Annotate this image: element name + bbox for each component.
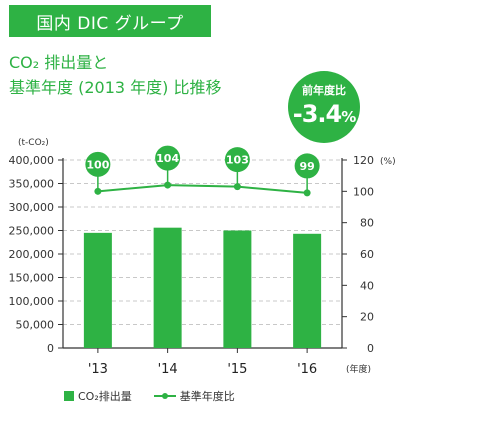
- x-axis-tick-label: '14: [158, 362, 178, 377]
- legend: CO₂排出量 基準年度比: [64, 388, 257, 404]
- left-axis-tick-label: 150,000: [9, 272, 55, 285]
- x-axis-tick-label: '16: [297, 362, 317, 377]
- yoy-badge: 前年度比 -3.4%: [288, 71, 360, 143]
- right-axis-tick-label: 20: [360, 311, 374, 324]
- header-bar: 国内 DIC グループ: [9, 5, 211, 37]
- badge-unit: %: [341, 108, 356, 126]
- left-axis-tick-label: 350,000: [9, 178, 55, 191]
- left-axis-tick-label: 200,000: [9, 248, 55, 261]
- ratio-data-label: 103: [226, 154, 249, 167]
- ratio-callout-bubble: [294, 153, 320, 179]
- left-axis-tick-label: 0: [47, 342, 54, 355]
- legend-item-line: 基準年度比: [153, 388, 235, 404]
- badge-label: 前年度比: [302, 84, 346, 97]
- badge-value: -3.4%: [288, 100, 360, 128]
- bar-co2: [293, 233, 322, 348]
- legend-label-line: 基準年度比: [179, 390, 235, 403]
- left-axis-tick-label: 100,000: [9, 295, 55, 308]
- right-axis-unit: (%): [380, 157, 396, 167]
- ratio-callout-bubble: [224, 147, 250, 173]
- x-axis-unit: (年度): [346, 363, 371, 375]
- x-axis-tick-label: '13: [88, 362, 108, 377]
- ratio-callout-bubble: [155, 145, 181, 171]
- ratio-data-label: 104: [156, 152, 179, 165]
- left-axis-tick-label: 400,000: [9, 154, 55, 167]
- ratio-data-label: 99: [299, 160, 314, 173]
- ratio-line: [97, 184, 308, 194]
- left-axis-unit: (t-CO₂): [18, 138, 49, 148]
- legend-swatch-bar: [64, 391, 74, 401]
- bar-co2: [153, 227, 182, 348]
- left-axis-tick-label: 250,000: [9, 225, 55, 238]
- ratio-callout-bubble: [85, 151, 111, 177]
- right-axis-tick-label: 60: [360, 248, 374, 261]
- legend-label-bar: CO₂排出量: [78, 390, 132, 403]
- chart-title-line1: CO₂ 排出量と: [9, 53, 109, 72]
- bar-co2: [83, 232, 112, 348]
- x-axis-tick-label: '15: [227, 362, 247, 377]
- badge-number: -3.4: [292, 100, 342, 128]
- left-axis-tick-label: 300,000: [9, 201, 55, 214]
- legend-swatch-line: [153, 391, 176, 401]
- right-axis-tick-label: 0: [367, 342, 374, 355]
- right-axis-tick-label: 40: [360, 279, 374, 292]
- legend-item-bar: CO₂排出量: [64, 388, 132, 404]
- right-axis-tick-label: 100: [353, 185, 374, 198]
- chart-title-line2: 基準年度 (2013 年度) 比推移: [9, 78, 222, 97]
- left-axis-tick-label: 50,000: [16, 319, 55, 332]
- header-title: 国内 DIC グループ: [36, 13, 184, 34]
- right-axis-tick-label: 120: [353, 154, 374, 167]
- right-axis-tick-label: 80: [360, 217, 374, 230]
- bar-co2: [223, 230, 252, 348]
- ratio-data-label: 100: [86, 158, 109, 171]
